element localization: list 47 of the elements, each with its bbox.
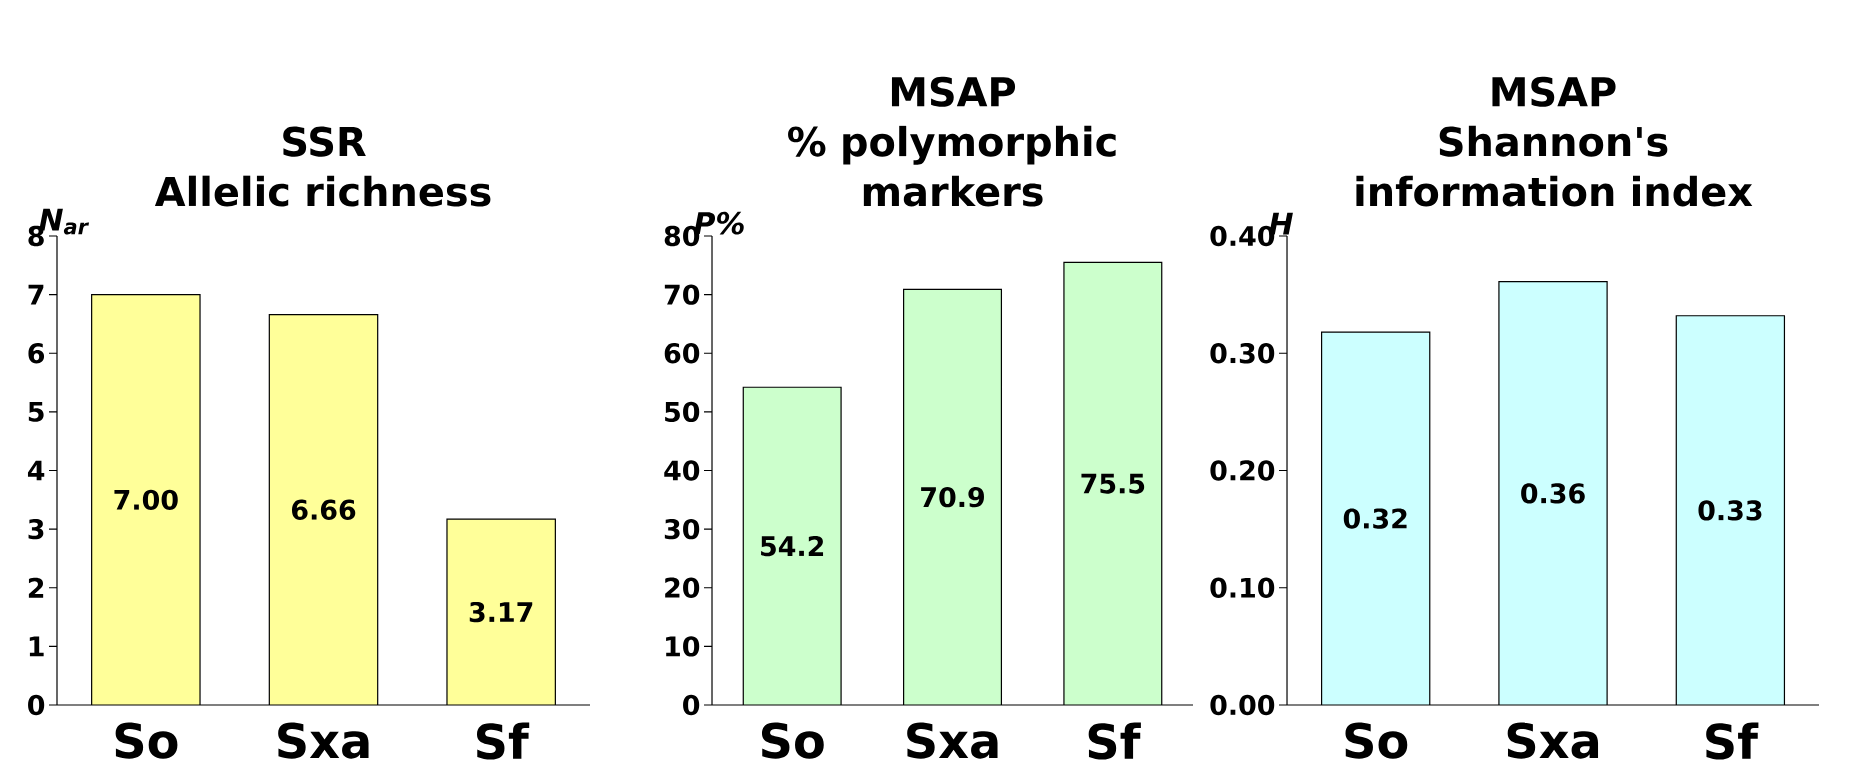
data-label: 6.66 [291, 499, 356, 520]
y-tick-label: 0.10 [1210, 577, 1275, 598]
bar [446, 518, 556, 705]
y-tick-label: 7 [28, 284, 44, 305]
y-tick-label: 2 [28, 577, 44, 598]
data-label: 0.32 [1343, 508, 1407, 529]
chart-title: MSAP [891, 76, 1016, 107]
x-tick-label: So [1345, 722, 1408, 759]
x-tick-label: Sxa [1507, 722, 1599, 759]
x-tick-label: Sf [476, 722, 530, 760]
y-tick-label: 1 [29, 636, 44, 657]
data-label: 54.2 [761, 535, 824, 557]
x-tick-label: Sf [1706, 722, 1759, 760]
y-tick-label: 20 [665, 577, 700, 598]
y-tick-label: 50 [665, 401, 700, 423]
y-tick-label: 0 [683, 694, 700, 716]
y-tick-label: 0.30 [1210, 343, 1275, 364]
chart-title: MSAP [1492, 76, 1616, 107]
y-tick-label: 10 [666, 636, 700, 657]
y-tick-label: 30 [664, 518, 700, 540]
y-tick-label: 0 [28, 694, 45, 716]
data-label: 0.33 [1698, 500, 1762, 521]
bar [91, 294, 201, 705]
data-label: 7.00 [114, 489, 178, 510]
y-tick-label: 40 [664, 460, 700, 481]
y-tick-label: 3 [28, 518, 44, 540]
chart-subtitle: Shannon's information index [1356, 125, 1753, 207]
y-tick-label: 60 [664, 343, 700, 364]
y-tick-label: 0.20 [1210, 460, 1275, 481]
chart-subtitle: Allelic richness [154, 175, 491, 207]
y-tick-label: 70 [664, 284, 700, 305]
chart-subtitle: % polymorphic markers [788, 125, 1116, 207]
data-label: 70.9 [921, 487, 984, 508]
bar [269, 314, 378, 705]
x-tick-label: Sxa [907, 722, 998, 759]
data-label: 75.5 [1081, 473, 1145, 494]
data-label: 0.36 [1521, 483, 1585, 504]
x-tick-label: Sxa [278, 722, 369, 759]
chart-title: SSR [283, 126, 366, 157]
y-tick-label: 6 [28, 343, 45, 364]
y-tick-label: 0.00 [1210, 694, 1275, 716]
data-label: 3.17 [469, 601, 533, 623]
x-tick-label: Sf [1088, 722, 1141, 760]
x-tick-label: So [115, 722, 178, 759]
y-tick-label: 4 [27, 460, 45, 481]
y-tick-label: 5 [28, 401, 44, 422]
x-tick-label: So [761, 722, 824, 759]
